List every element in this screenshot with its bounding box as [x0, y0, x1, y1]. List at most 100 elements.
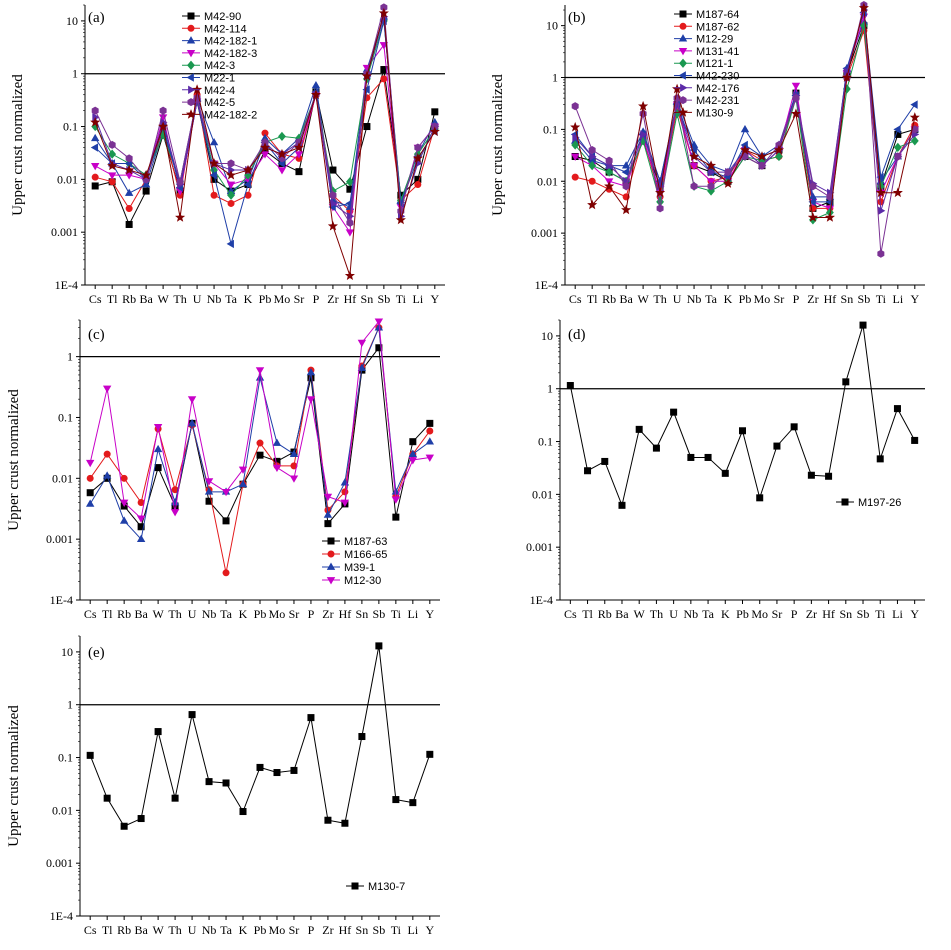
data-point [689, 145, 697, 155]
data-point [894, 152, 902, 161]
x-tick-label: Li [892, 607, 903, 621]
data-point [307, 714, 315, 722]
legend-marker [326, 577, 336, 585]
data-point [120, 474, 128, 482]
data-point [242, 164, 254, 175]
x-tick-label: Hf [344, 292, 357, 306]
y-axis-label: Upper crust normalized [490, 74, 506, 216]
x-tick-label: Ti [876, 292, 887, 306]
x-tick-label: Y [910, 607, 919, 621]
data-point [141, 169, 152, 180]
data-point [706, 178, 716, 186]
data-point [756, 151, 768, 161]
x-tick-label: Nb [684, 607, 699, 621]
data-point [893, 142, 902, 152]
x-tick-label: Cs [84, 923, 97, 937]
legend-marker [187, 60, 195, 70]
data-point [289, 449, 299, 457]
data-point [176, 177, 184, 186]
data-point [255, 367, 265, 375]
x-tick-label: Li [892, 292, 903, 306]
data-point [222, 779, 230, 787]
data-point [119, 499, 129, 507]
x-tick-label: Tl [587, 292, 598, 306]
data-point [290, 462, 298, 470]
data-point [722, 178, 734, 188]
x-tick-label: Nb [202, 607, 217, 621]
data-point [294, 151, 304, 159]
data-point [640, 130, 648, 139]
data-point [670, 408, 678, 416]
data-point [222, 569, 230, 577]
data-point [124, 172, 134, 180]
x-tick-label: Y [425, 607, 434, 621]
data-point [704, 453, 712, 461]
data-point [226, 239, 234, 249]
series-M130-7 [86, 642, 434, 830]
data-point [227, 199, 235, 207]
legend-entry: M42-182-3 [204, 48, 257, 60]
x-tick-label: Li [407, 607, 418, 621]
legend-marker [679, 10, 687, 18]
data-point [361, 70, 372, 81]
x-tick-label: Tl [582, 607, 593, 621]
data-point [136, 534, 146, 543]
x-tick-label: U [193, 292, 202, 306]
data-point [604, 180, 615, 191]
series-M42-182-2 [90, 7, 440, 280]
series-line [89, 327, 431, 541]
x-tick-label: Th [650, 607, 663, 621]
panel-label: (d) [568, 327, 586, 343]
legend-entry: M42-230 [696, 71, 739, 83]
x-tick-label: Sn [356, 923, 369, 937]
y-axis-label: Upper crust normalized [10, 74, 26, 216]
data-point [392, 513, 400, 521]
data-point [102, 385, 112, 393]
x-tick-label: W [634, 607, 646, 621]
data-point [175, 212, 186, 222]
y-tick-label: 10 [61, 645, 73, 659]
data-point [226, 181, 236, 189]
legend-marker [679, 96, 687, 105]
x-tick-label: Zr [327, 292, 338, 306]
x-tick-label: P [308, 607, 315, 621]
data-point [808, 197, 816, 207]
data-point [341, 819, 349, 827]
data-point [426, 427, 434, 435]
data-point [86, 751, 94, 759]
x-tick-label: K [244, 292, 253, 306]
data-point [345, 229, 355, 237]
x-tick-label: Nb [207, 292, 222, 306]
data-point [426, 750, 434, 758]
data-point [90, 163, 100, 171]
data-point [90, 143, 99, 152]
series-line [89, 645, 431, 827]
x-tick-label: Hf [339, 607, 352, 621]
data-point [255, 373, 265, 381]
data-point [278, 131, 286, 142]
data-point [295, 168, 303, 176]
x-tick-label: Y [430, 292, 439, 306]
data-point [911, 125, 919, 134]
legend-entry: M187-64 [696, 9, 739, 21]
legend: M187-64M187-62M12-29M131-41M121-1M42-230… [674, 9, 739, 119]
data-point [824, 212, 835, 222]
x-tick-label: Sr [294, 292, 305, 306]
data-point [739, 144, 751, 155]
data-point [877, 249, 885, 258]
data-point [329, 166, 337, 174]
data-point [571, 140, 580, 150]
data-point [738, 427, 746, 435]
data-point [408, 449, 418, 457]
data-point [205, 778, 213, 786]
data-point [708, 167, 716, 177]
data-point [272, 438, 282, 446]
x-tick-label: Ta [702, 607, 714, 621]
data-point [374, 318, 384, 326]
x-tick-label: Sb [373, 923, 386, 937]
data-point [187, 396, 197, 404]
y-tick-label: 1 [72, 67, 78, 81]
data-point [429, 126, 440, 136]
y-tick-label: 1E-4 [535, 278, 558, 292]
x-tick-label: Zr [322, 923, 333, 937]
